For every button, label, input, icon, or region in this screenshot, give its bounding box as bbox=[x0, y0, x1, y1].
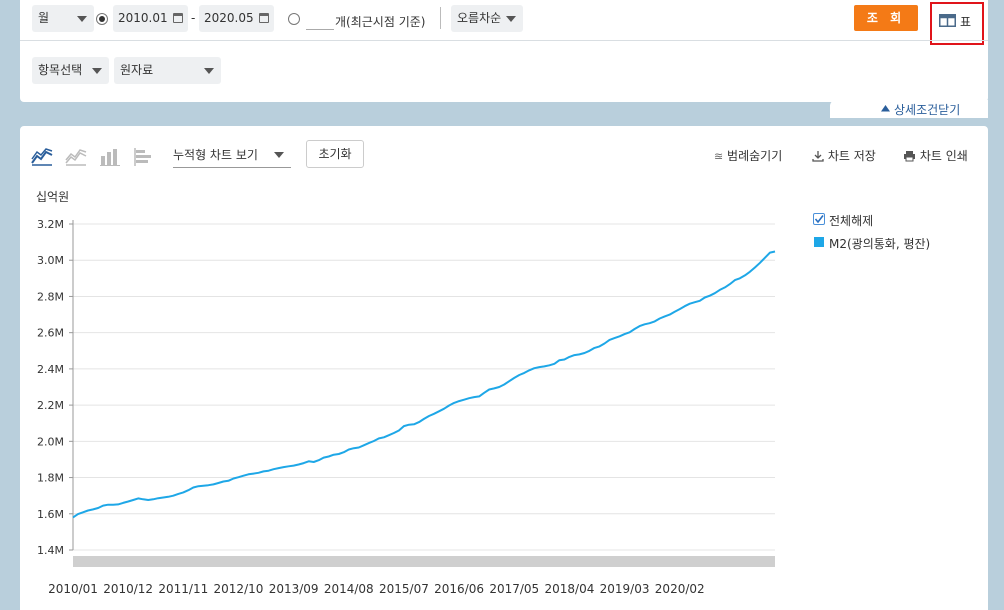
y-tick-label: 1.4M bbox=[37, 544, 64, 557]
y-tick-label: 1.6M bbox=[37, 508, 64, 521]
recent-count-radio[interactable] bbox=[288, 13, 300, 25]
x-tick-label: 2012/10 bbox=[214, 582, 264, 596]
end-date-value: 2020.05 bbox=[204, 11, 254, 25]
data-type-select[interactable]: 원자료 bbox=[114, 57, 221, 84]
legend-series-label[interactable]: M2(광의통화, 평잔) bbox=[829, 237, 931, 251]
legend-hide-button[interactable]: ≊ 범례숨기기 bbox=[714, 147, 782, 164]
scroll-navigator bbox=[73, 556, 775, 567]
legend-hide-label: 범례숨기기 bbox=[727, 149, 783, 163]
x-tick-label: 2014/08 bbox=[324, 582, 374, 596]
chevron-down-icon bbox=[77, 16, 87, 22]
item-select-value: 항목선택 bbox=[38, 63, 83, 77]
sort-select[interactable]: 오름차순 bbox=[451, 5, 523, 32]
reset-button[interactable]: 초기화 bbox=[306, 140, 364, 168]
x-tick-label: 2016/06 bbox=[434, 582, 484, 596]
x-tick-label: 2018/04 bbox=[544, 582, 594, 596]
chart-print-label: 차트 인쇄 bbox=[919, 149, 968, 163]
y-tick-label: 2.0M bbox=[37, 435, 64, 448]
y-tick-label: 3.2M bbox=[37, 218, 64, 231]
chart-save-button[interactable]: 차트 저장 bbox=[812, 147, 876, 164]
y-tick-label: 2.4M bbox=[37, 363, 64, 376]
legend-series-swatch bbox=[814, 237, 824, 247]
line-chart-icon[interactable] bbox=[31, 147, 53, 167]
table-view-label: 표 bbox=[960, 15, 972, 29]
sort-select-value: 오름차순 bbox=[457, 11, 502, 25]
area-chart-icon[interactable] bbox=[65, 147, 87, 167]
x-tick-label: 2011/11 bbox=[158, 582, 208, 596]
item-select[interactable]: 항목선택 bbox=[32, 57, 109, 84]
start-date-value: 2010.01 bbox=[118, 11, 168, 25]
y-tick-label: 1.8M bbox=[37, 472, 64, 485]
triangle-up-icon bbox=[881, 105, 890, 112]
download-icon bbox=[812, 151, 824, 162]
start-date-field[interactable]: 2010.01 bbox=[113, 5, 188, 32]
period-select[interactable]: 월 bbox=[32, 5, 94, 32]
query-button[interactable]: 조 회 bbox=[854, 5, 918, 31]
y-tick-label: 2.6M bbox=[37, 327, 64, 340]
y-tick-label: 2.2M bbox=[37, 399, 64, 412]
chevron-down-icon bbox=[204, 68, 214, 74]
detail-close-label: 상세조건닫기 bbox=[894, 103, 961, 117]
x-tick-label: 2013/09 bbox=[269, 582, 319, 596]
x-tick-label: 2019/03 bbox=[600, 582, 650, 596]
x-tick-label: 2017/05 bbox=[489, 582, 539, 596]
y-tick-label: 2.8M bbox=[37, 290, 64, 303]
chevron-down-icon bbox=[92, 68, 102, 74]
chart-mode-value: 누적형 차트 보기 bbox=[173, 148, 258, 162]
date-range-radio[interactable] bbox=[96, 13, 108, 25]
chart-mode-select[interactable]: 누적형 차트 보기 bbox=[173, 142, 291, 168]
bar-chart-icon[interactable] bbox=[99, 147, 121, 167]
detail-close-tab[interactable]: 상세조건닫기 bbox=[830, 100, 988, 118]
chart-panel bbox=[20, 126, 988, 610]
data-type-value: 원자료 bbox=[120, 63, 154, 77]
calendar-icon[interactable] bbox=[173, 13, 183, 23]
legend-toggle-checkbox[interactable] bbox=[813, 213, 825, 225]
legend-hide-icon: ≊ bbox=[714, 150, 724, 163]
calendar-icon[interactable] bbox=[259, 13, 269, 23]
recent-count-input[interactable] bbox=[306, 10, 334, 30]
recent-count-label: 개(최근시점 기준) bbox=[335, 15, 426, 29]
series-line bbox=[72, 250, 776, 519]
chart-save-label: 차트 저장 bbox=[827, 149, 876, 163]
x-tick-label: 2010/01 bbox=[48, 582, 98, 596]
y-axis-label: 십억원 bbox=[36, 190, 69, 204]
legend-toggle-label[interactable]: 전체해제 bbox=[829, 214, 874, 228]
chart-print-button[interactable]: 차트 인쇄 bbox=[903, 147, 968, 164]
chevron-down-icon bbox=[274, 152, 284, 158]
x-tick-label: 2020/02 bbox=[655, 582, 705, 596]
check-icon bbox=[814, 215, 824, 224]
y-tick-label: 3.0M bbox=[37, 254, 64, 267]
panel-divider bbox=[20, 40, 988, 41]
period-select-value: 월 bbox=[38, 11, 50, 25]
x-tick-label: 2015/07 bbox=[379, 582, 429, 596]
date-separator: - bbox=[191, 11, 196, 25]
chevron-down-icon bbox=[506, 16, 516, 22]
table-view-button[interactable]: 표 bbox=[930, 2, 984, 45]
print-icon bbox=[904, 151, 915, 162]
table-icon bbox=[939, 14, 956, 27]
filter-panel: 월 2010.01 - 2020.05 개(최근시점 기준) 오름차순 조 회 … bbox=[20, 0, 988, 102]
filter-divider bbox=[440, 7, 441, 29]
x-tick-label: 2010/12 bbox=[103, 582, 153, 596]
end-date-field[interactable]: 2020.05 bbox=[199, 5, 274, 32]
horizontal-bar-icon[interactable] bbox=[133, 147, 155, 167]
